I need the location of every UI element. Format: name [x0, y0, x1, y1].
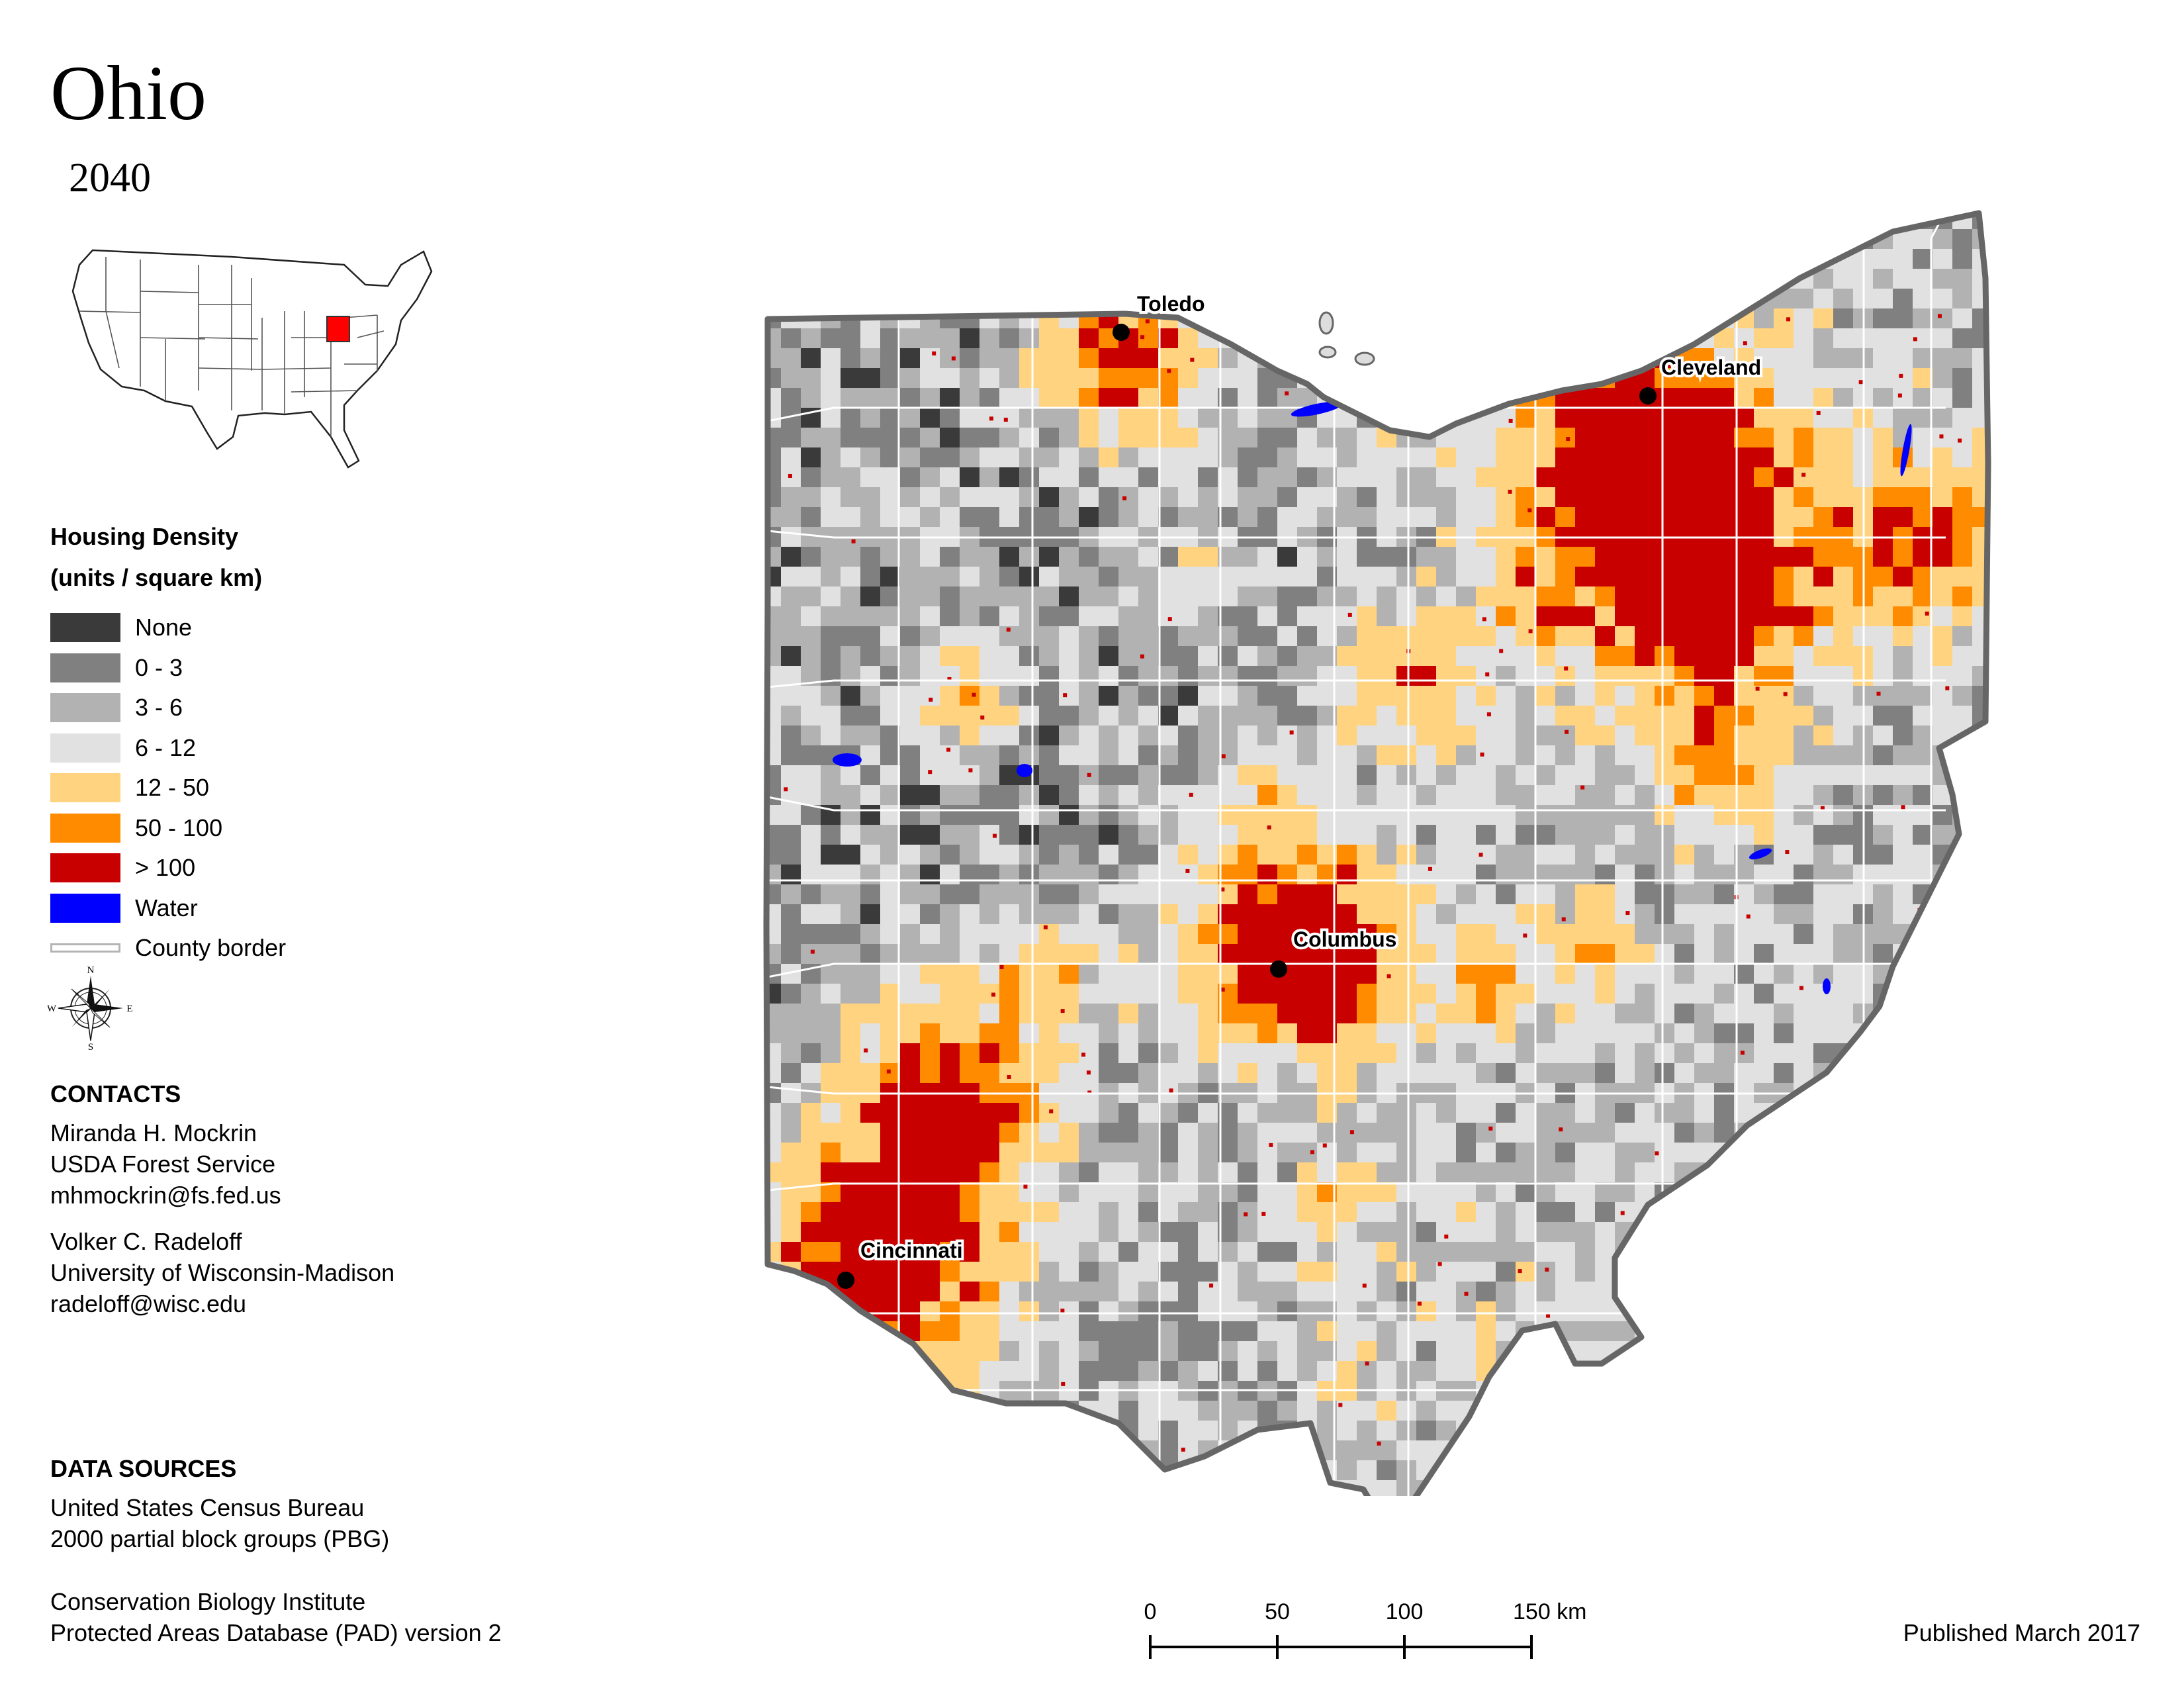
city-label: Cincinnati: [860, 1239, 963, 1262]
contact-org: University of Wisconsin-Madison: [50, 1259, 395, 1286]
compass-s: S: [88, 1042, 93, 1051]
compass-e: E: [126, 1004, 132, 1014]
source-line: Conservation Biology Institute: [50, 1588, 366, 1615]
ohio-state-outline: [763, 210, 1991, 1496]
contact-name: Miranda H. Mockrin: [50, 1119, 257, 1147]
map-subtitle: 2040: [69, 156, 151, 201]
legend-title: Housing Density: [50, 523, 239, 550]
data-sources-heading: DATA SOURCES: [50, 1455, 237, 1482]
legend-label: > 100: [135, 854, 196, 882]
legend-label: 50 - 100: [135, 814, 223, 841]
legend-item-over-100: > 100: [50, 848, 286, 888]
us-locator-map: [71, 249, 433, 469]
legend-label: 0 - 3: [135, 653, 183, 681]
compass-w: W: [48, 1004, 57, 1014]
legend-item-50-100: 50 - 100: [50, 808, 286, 849]
legend-swatch: [50, 853, 120, 883]
city-label: Toledo: [1137, 292, 1205, 316]
legend-swatch: [50, 893, 120, 923]
legend-swatch: [50, 653, 120, 682]
scale-tick-label: 0: [1144, 1599, 1157, 1624]
compass-rose-icon: N S E W: [48, 965, 133, 1051]
contact-email[interactable]: radeloff@wisc.edu: [50, 1290, 247, 1317]
city-cincinnati[interactable]: Cincinnati: [837, 1236, 966, 1289]
map-title: Ohio: [50, 50, 206, 136]
legend-swatch: [50, 613, 120, 643]
scale-tick-label: 100: [1386, 1599, 1424, 1624]
contact-mockrin: Miranda H. Mockrin USDA Forest Service m…: [50, 1117, 281, 1211]
source-line: 2000 partial block groups (PBG): [50, 1525, 390, 1552]
ohio-highlight-marker: [326, 316, 350, 342]
legend-swatch: [50, 943, 120, 953]
city-label: Cleveland: [1661, 355, 1761, 379]
legend-units: (units / square km): [50, 564, 263, 591]
legend-item-0-3: 0 - 3: [50, 648, 286, 688]
scale-bar: 0 50 100 150 km: [1144, 1599, 1587, 1659]
legend-label: None: [135, 614, 193, 641]
legend-item-6-12: 6 - 12: [50, 728, 286, 769]
city-columbus[interactable]: Columbus: [1270, 925, 1399, 978]
legend-swatch: [50, 773, 120, 803]
scale-tick-label: 50: [1265, 1599, 1290, 1624]
state-borders: [79, 257, 385, 437]
source-line: Protected Areas Database (PAD) version 2: [50, 1619, 502, 1646]
compass-n: N: [87, 965, 95, 976]
legend-label: County border: [135, 934, 287, 962]
data-source-cbi: Conservation Biology Institute Protected…: [50, 1586, 502, 1648]
city-cleveland[interactable]: Cleveland: [1639, 353, 1764, 404]
density-cells: [766, 213, 1988, 1496]
source-line: United States Census Bureau: [50, 1494, 365, 1521]
ohio-housing-density-map: Toledo Cleveland Columbus Cincinnati: [763, 210, 1991, 1496]
legend-item-none: None: [50, 608, 286, 648]
legend-swatch: [50, 733, 120, 763]
data-source-census: United States Census Bureau 2000 partial…: [50, 1492, 389, 1554]
legend-label: Water: [135, 894, 198, 921]
legend-item-county-border: County border: [50, 928, 286, 968]
legend-swatch: [50, 813, 120, 843]
scale-tick-label: 150 km: [1513, 1599, 1587, 1624]
contact-name: Volker C. Radeloff: [50, 1228, 242, 1255]
legend: Housing Density (units / square km) None…: [50, 516, 286, 968]
lake-erie-islands: [1318, 311, 1375, 366]
city-markers: Toledo Cleveland Columbus Cincinnati: [837, 289, 1764, 1289]
legend-swatch: [50, 693, 120, 723]
published-date: Published March 2017: [1903, 1619, 2140, 1646]
city-label: Columbus: [1293, 927, 1396, 951]
contacts-heading: CONTACTS: [50, 1080, 181, 1107]
legend-item-water: Water: [50, 888, 286, 929]
us-outline: [71, 249, 433, 469]
city-toledo[interactable]: Toledo: [1113, 289, 1208, 341]
legend-label: 12 - 50: [135, 774, 210, 802]
legend-items: None 0 - 3 3 - 6 6 - 12 12 - 50 50 - 100…: [50, 608, 286, 968]
contact-org: USDA Forest Service: [50, 1150, 276, 1178]
legend-label: 3 - 6: [135, 694, 183, 722]
legend-label: 6 - 12: [135, 733, 197, 761]
legend-item-12-50: 12 - 50: [50, 768, 286, 808]
contact-radeloff: Volker C. Radeloff University of Wiscons…: [50, 1226, 394, 1319]
legend-item-3-6: 3 - 6: [50, 688, 286, 728]
contact-email[interactable]: mhmockrin@fs.fed.us: [50, 1182, 281, 1209]
